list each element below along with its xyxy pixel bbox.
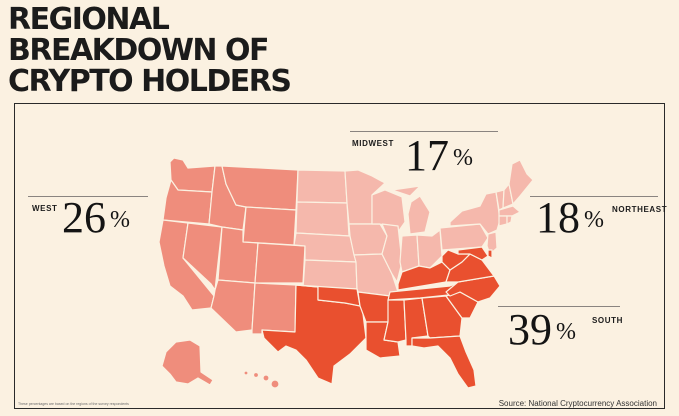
region-midwest (293, 169, 443, 297)
northeast-label: NORTHEAST (612, 205, 668, 214)
title-line-2: BREAKDOWN OF (8, 33, 269, 68)
northeast-value: 18 (536, 193, 580, 242)
state-ohio (416, 229, 443, 269)
state-hawaii (243, 370, 280, 389)
south-value: 39 (508, 305, 552, 354)
state-north-carolina (445, 275, 501, 303)
state-iowa (348, 223, 388, 256)
northeast-rule (530, 196, 658, 197)
title-line-3: CRYPTO HOLDERS (8, 64, 292, 99)
west-value: 26 (62, 193, 106, 242)
state-connecticut (498, 215, 508, 227)
state-new-jersey (486, 231, 498, 255)
west-label: WEST (32, 204, 58, 213)
state-wisconsin (371, 189, 406, 233)
northeast-unit: % (584, 207, 604, 233)
midwest-unit: % (453, 145, 473, 171)
state-new-mexico (251, 282, 297, 335)
state-maryland (457, 246, 489, 261)
region-south (261, 246, 501, 389)
west-rule (28, 196, 148, 197)
state-colorado (254, 242, 306, 284)
state-nevada (182, 222, 223, 291)
title-line-1: REGIONAL (8, 2, 170, 37)
west-unit: % (110, 207, 130, 233)
state-oklahoma (295, 284, 361, 307)
midwest-label: MIDWEST (352, 139, 394, 148)
state-illinois (381, 223, 403, 283)
page-title: REGIONAL BREAKDOWN OF CRYPTO HOLDERS (8, 2, 292, 99)
state-florida (411, 335, 477, 389)
state-washington (169, 157, 216, 193)
northeast-percentage: 18% (536, 196, 604, 240)
state-maine (508, 159, 534, 205)
state-north-dakota (296, 169, 348, 204)
state-kansas (302, 259, 358, 290)
south-percentage: 39% (508, 308, 576, 352)
state-michigan (391, 185, 431, 235)
south-label: SOUTH (592, 316, 623, 325)
south-unit: % (556, 319, 576, 345)
state-rhode-island (506, 215, 513, 225)
state-delaware (487, 249, 493, 259)
south-rule (498, 306, 620, 307)
state-alaska (161, 339, 214, 386)
midwest-percentage: 17% (405, 134, 473, 178)
state-pennsylvania (439, 223, 489, 251)
midwest-value: 17 (405, 131, 449, 180)
map-frame (14, 103, 665, 409)
region-northeast (439, 159, 534, 255)
footnote: These percentages are based on the regio… (18, 402, 129, 406)
source-credit: Source: National Cryptocurrency Associat… (498, 399, 657, 408)
midwest-rule (350, 131, 498, 132)
state-wyoming (242, 206, 297, 246)
region-west (158, 157, 306, 389)
state-west-virginia (441, 249, 471, 271)
state-arizona (210, 279, 256, 333)
state-south-dakota (295, 201, 350, 237)
state-massachusetts (498, 205, 521, 217)
west-percentage: 26% (62, 196, 130, 240)
